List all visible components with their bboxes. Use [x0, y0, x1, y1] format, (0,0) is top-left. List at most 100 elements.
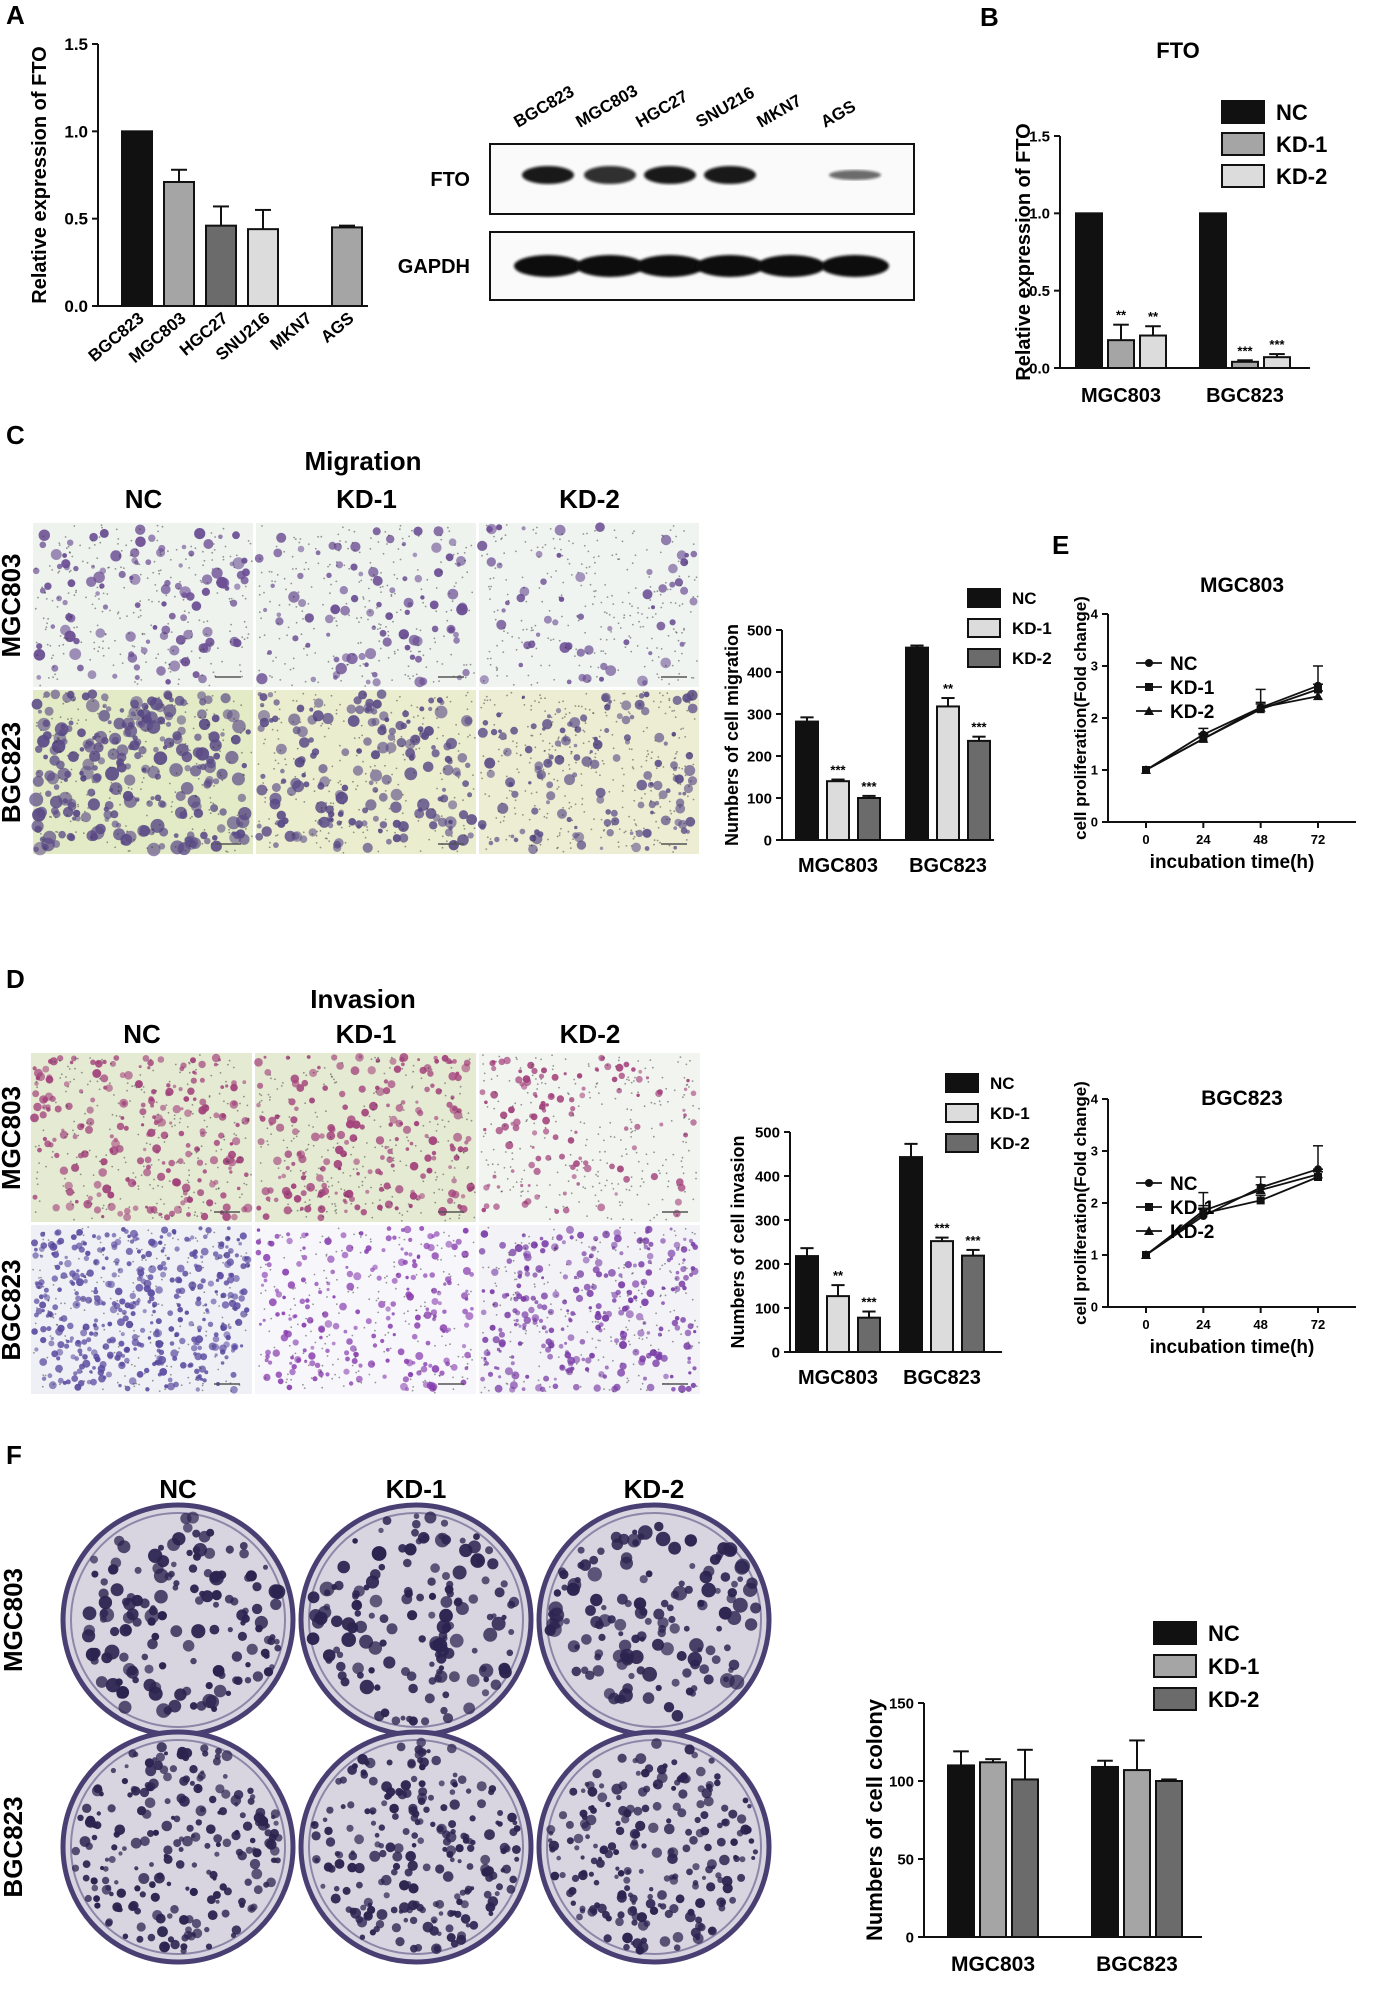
membrane-pore	[82, 1327, 85, 1330]
stained-cell	[682, 693, 692, 703]
membrane-pore	[618, 1088, 620, 1091]
membrane-pore	[414, 1144, 417, 1147]
membrane-pore	[560, 548, 562, 551]
membrane-pore	[417, 820, 420, 822]
stained-cell	[195, 1299, 202, 1307]
membrane-pore	[342, 526, 344, 529]
membrane-pore	[98, 1088, 101, 1091]
membrane-pore	[177, 1238, 180, 1241]
stained-cell	[260, 773, 266, 779]
membrane-pore	[686, 709, 689, 712]
membrane-pore	[434, 830, 437, 832]
membrane-pore	[200, 581, 203, 584]
membrane-pore	[381, 585, 384, 588]
membrane-pore	[229, 1286, 231, 1289]
stained-cell	[135, 1233, 139, 1237]
membrane-pore	[83, 775, 86, 777]
membrane-pore	[77, 754, 80, 756]
membrane-pore	[179, 580, 182, 583]
stained-cell	[166, 1232, 172, 1237]
stained-cell	[130, 1311, 136, 1317]
membrane-pore	[651, 616, 654, 618]
stained-cell	[675, 798, 685, 807]
stained-cell	[138, 1065, 142, 1069]
stained-cell	[605, 809, 611, 815]
membrane-pore	[66, 1133, 69, 1135]
stained-cell	[353, 1272, 362, 1281]
membrane-pore	[188, 1195, 191, 1198]
membrane-pore	[340, 679, 342, 682]
membrane-pore	[316, 1173, 318, 1176]
stained-cell	[291, 1364, 297, 1370]
membrane-pore	[323, 735, 326, 738]
membrane-pore	[383, 1350, 386, 1353]
stained-cell	[540, 1248, 546, 1254]
stained-cell	[262, 1213, 270, 1220]
membrane-pore	[213, 713, 216, 715]
stained-cell	[372, 527, 381, 536]
stained-cell	[129, 575, 134, 581]
membrane-pore	[556, 1171, 559, 1174]
membrane-pore	[544, 710, 546, 712]
membrane-pore	[312, 1071, 315, 1074]
membrane-pore	[630, 845, 633, 847]
stained-cell	[33, 1298, 40, 1304]
membrane-pore	[486, 553, 489, 556]
stained-cell	[136, 1371, 144, 1378]
stained-cell	[173, 1178, 182, 1187]
stained-cell	[120, 1116, 125, 1120]
membrane-pore	[662, 602, 664, 604]
stained-cell	[370, 1267, 375, 1273]
membrane-pore	[260, 1180, 263, 1182]
membrane-pore	[59, 1077, 62, 1079]
membrane-pore	[304, 1282, 307, 1284]
membrane-pore	[451, 835, 453, 837]
membrane-pore	[574, 705, 577, 707]
stained-cell	[99, 1361, 107, 1368]
stained-cell	[132, 1181, 137, 1186]
membrane-pore	[293, 536, 295, 539]
stained-cell	[128, 1303, 135, 1310]
membrane-pore	[674, 774, 676, 777]
stained-cell	[264, 1358, 269, 1363]
stained-cell	[178, 563, 183, 568]
membrane-pore	[486, 657, 489, 660]
stained-cell	[75, 1295, 81, 1302]
stained-cell	[576, 1270, 585, 1278]
panel-letter-b: B	[980, 2, 999, 32]
membrane-pore	[388, 1156, 391, 1159]
membrane-pore	[660, 648, 663, 650]
membrane-pore	[354, 1356, 357, 1359]
membrane-pore	[190, 1364, 193, 1366]
stained-cell	[676, 550, 687, 561]
stained-cell	[464, 1322, 470, 1328]
membrane-pore	[239, 664, 241, 666]
membrane-pore	[392, 561, 395, 563]
membrane-pore	[512, 1186, 515, 1188]
membrane-pore	[224, 545, 227, 548]
membrane-pore	[85, 719, 87, 721]
membrane-pore	[139, 614, 142, 617]
stained-cell	[85, 1296, 93, 1304]
stained-cell	[291, 832, 300, 840]
stained-cell	[515, 1076, 523, 1084]
stained-cell	[117, 752, 127, 762]
membrane-pore	[679, 783, 682, 786]
membrane-pore	[686, 1083, 689, 1086]
membrane-pore	[93, 641, 96, 644]
membrane-pore	[46, 1356, 49, 1359]
membrane-pore	[417, 715, 419, 717]
membrane-pore	[302, 1383, 304, 1386]
stained-cell	[78, 1352, 83, 1357]
stained-cell	[187, 1087, 195, 1095]
membrane-pore	[673, 810, 676, 813]
membrane-pore	[347, 1195, 349, 1198]
stained-cell	[157, 1118, 166, 1127]
stained-cell	[305, 1232, 309, 1237]
membrane-pore	[233, 566, 236, 569]
membrane-pore	[267, 1143, 270, 1146]
stained-cell	[453, 631, 459, 638]
membrane-pore	[588, 708, 591, 711]
membrane-pore	[685, 1141, 687, 1144]
stained-cell	[136, 1342, 142, 1347]
